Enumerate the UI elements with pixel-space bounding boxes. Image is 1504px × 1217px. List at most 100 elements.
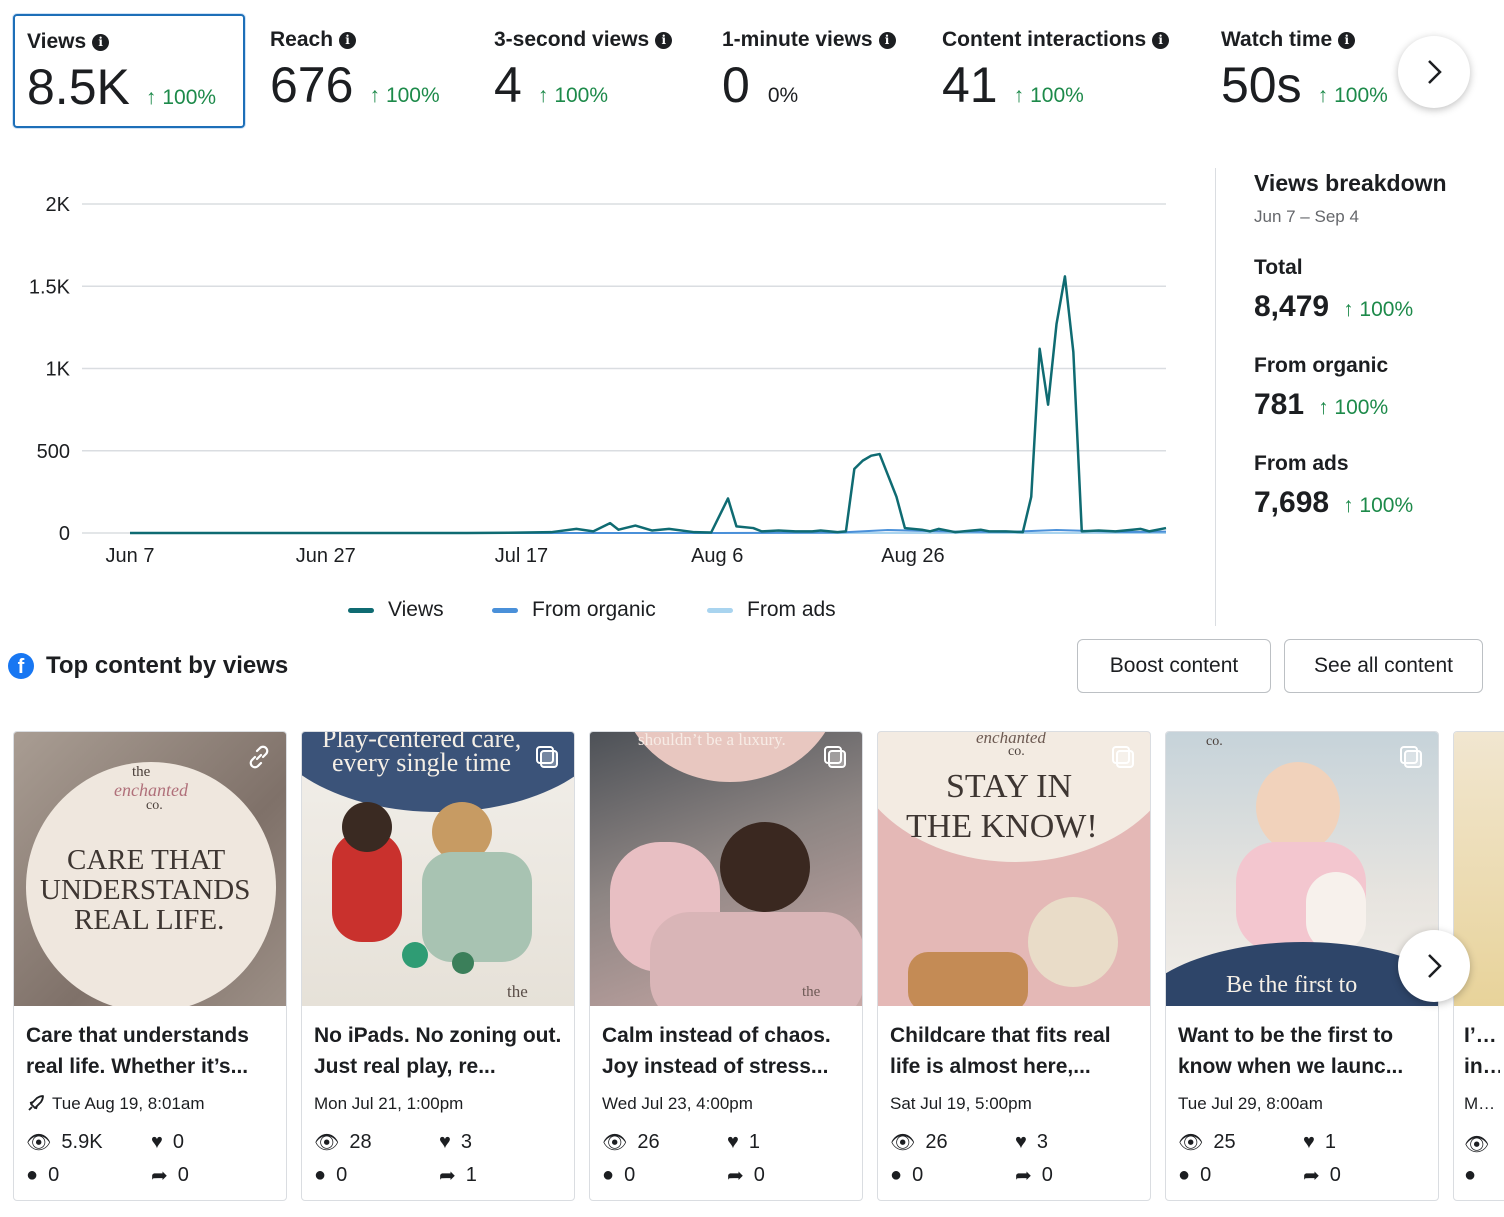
thumbnail-text: every single time	[332, 748, 512, 777]
legend-item-views[interactable]: Views	[348, 598, 444, 622]
thumbnail-text: co.	[1206, 734, 1223, 749]
content-title: Calm instead of chaos. Joy instead of st…	[602, 1024, 831, 1078]
comment-icon: ●	[602, 1164, 615, 1186]
content-date: Tue Jul 29, 8:00am	[1178, 1094, 1323, 1113]
chart-series	[130, 275, 1167, 535]
metric-card-views[interactable]: Views i 8.5K ↑ 100%	[13, 14, 245, 128]
thumbnail-text: the	[802, 984, 821, 1000]
content-date: M…	[1464, 1094, 1496, 1113]
views-stat: 👁 26	[602, 1131, 660, 1154]
metric-change: ↑ 100%	[537, 84, 609, 107]
y-tick-label: 1K	[46, 359, 71, 381]
share-icon: ➦	[151, 1165, 168, 1187]
metric-change: ↑ 100%	[1013, 84, 1084, 107]
metric-card-content-interactions[interactable]: Content interactions i 41 ↑ 100%	[930, 14, 1200, 128]
shares-stat: ➦ 0	[727, 1164, 765, 1187]
content-date: Sat Jul 19, 5:00pm	[890, 1094, 1032, 1113]
info-icon[interactable]: i	[655, 31, 673, 49]
thumbnail-text: CARE THAT	[67, 844, 226, 876]
legend-item-from-ads[interactable]: From ads	[707, 598, 836, 622]
thumbnail-circle	[26, 762, 276, 1006]
metric-value: 50s	[1221, 57, 1302, 113]
info-icon[interactable]: i	[339, 31, 357, 49]
metric-card-reach[interactable]: Reach i 676 ↑ 100%	[258, 14, 473, 128]
comment-icon: ●	[890, 1164, 903, 1186]
metric-value: 8.5K	[27, 59, 130, 115]
y-tick-label: 1.5K	[29, 276, 71, 298]
legend-swatch	[492, 607, 518, 613]
arrow-up-icon: ↑	[1343, 298, 1360, 321]
content-title: Childcare that fits real life is almost …	[890, 1024, 1111, 1078]
see-all-content-button[interactable]: See all content	[1284, 639, 1483, 693]
breakdown-title: Views breakdown	[1254, 170, 1447, 196]
photo-icon	[1112, 746, 1134, 768]
info-icon[interactable]: i	[92, 33, 110, 51]
views-stat: 👁 28	[314, 1131, 372, 1154]
legend-item-from-organic[interactable]: From organic	[492, 598, 656, 622]
arrow-up-icon: ↑	[369, 84, 380, 107]
metric-label: Reach i	[270, 28, 461, 52]
views-line-chart: 0 500 1K 1.5K 2K Jun 7 Jun 27 Jul 17 Aug 6 Aug 2…	[29, 194, 1167, 567]
metric-label: Content interactions i	[942, 28, 1188, 52]
share-icon: ➦	[1015, 1165, 1032, 1187]
content-card[interactable]: co. Be the first to Want to be the first…	[1165, 731, 1439, 1201]
breakdown-total-label: Total	[1254, 256, 1303, 279]
content-next-button[interactable]	[1398, 930, 1470, 1002]
child-figure	[720, 822, 810, 912]
photo-icon	[536, 746, 558, 768]
eye-icon: 👁	[26, 1132, 52, 1154]
content-title: I’… in…	[1464, 1024, 1500, 1078]
facebook-icon: f	[8, 653, 34, 679]
thumbnail-text: REAL LIFE.	[74, 904, 225, 936]
unicorn-toy	[1306, 872, 1366, 952]
views-stat: 👁 25	[1178, 1131, 1236, 1154]
toy	[452, 952, 474, 974]
arrow-up-icon: ↑	[1318, 396, 1335, 419]
metric-card-watch-time[interactable]: Watch time i 50s ↑ 100%	[1209, 14, 1419, 128]
comments-stat: ● 0	[314, 1164, 348, 1186]
breakdown-organic-label: From organic	[1254, 354, 1389, 377]
vertical-divider	[1215, 168, 1216, 626]
eye-icon: 👁	[1178, 1132, 1204, 1154]
arrow-up-icon: ↑	[1013, 84, 1025, 107]
metric-value: 676	[270, 57, 354, 113]
content-card[interactable]: Play-centered care, every single time th…	[301, 731, 575, 1201]
content-card[interactable]: shouldn’t be a luxury. the Calm instead …	[589, 731, 863, 1201]
content-thumbnail: the enchanted co. CARE THAT UNDERSTANDS …	[14, 732, 286, 1006]
metric-value: 4	[494, 57, 522, 113]
metrics-next-button[interactable]	[1398, 36, 1470, 108]
content-date: Wed Jul 23, 4:00pm	[602, 1094, 753, 1113]
share-icon: ➦	[439, 1165, 456, 1187]
child-figure	[422, 852, 532, 962]
likes-stat: ♥ 0	[151, 1131, 184, 1153]
content-date: Tue Aug 19, 8:01am	[26, 1094, 274, 1114]
child-figure	[342, 802, 392, 852]
metric-change: 0%	[767, 84, 799, 107]
comments-stat: ● 0	[602, 1164, 636, 1186]
metric-label: Views i	[27, 30, 231, 54]
toy	[402, 942, 428, 968]
comments-stat: ● 0	[26, 1164, 60, 1186]
info-icon[interactable]: i	[1338, 31, 1356, 49]
info-icon[interactable]: i	[878, 31, 896, 49]
boost-content-button[interactable]: Boost content	[1077, 639, 1271, 693]
content-card[interactable]: enchanted co. STAY IN THE KNOW! Childcar…	[877, 731, 1151, 1201]
blanket	[650, 912, 862, 1006]
comment-icon: ●	[1464, 1164, 1477, 1186]
x-tick-label: Aug 26	[881, 545, 944, 567]
metric-label: Watch time i	[1221, 28, 1407, 52]
info-icon[interactable]: i	[1152, 31, 1170, 49]
y-tick-label: 2K	[46, 194, 71, 216]
metric-card-1-minute-views[interactable]: 1-minute views i 0 0%	[710, 14, 925, 128]
content-thumbnail: shouldn’t be a luxury. the	[590, 732, 862, 1006]
breakdown-date-range: Jun 7 – Sep 4	[1254, 207, 1359, 226]
link-icon	[249, 745, 269, 769]
photo-icon	[1400, 746, 1422, 768]
comments-stat: ● 0	[890, 1164, 924, 1186]
legend-label: Views	[388, 598, 444, 621]
content-title: Want to be the first to know when we lau…	[1178, 1024, 1404, 1078]
photo-icon	[824, 746, 846, 768]
content-card[interactable]: the enchanted co. CARE THAT UNDERSTANDS …	[13, 731, 287, 1201]
breakdown-ads-change: ↑ 100%	[1343, 494, 1414, 517]
metric-card-3-second-views[interactable]: 3-second views i 4 ↑ 100%	[482, 14, 702, 128]
